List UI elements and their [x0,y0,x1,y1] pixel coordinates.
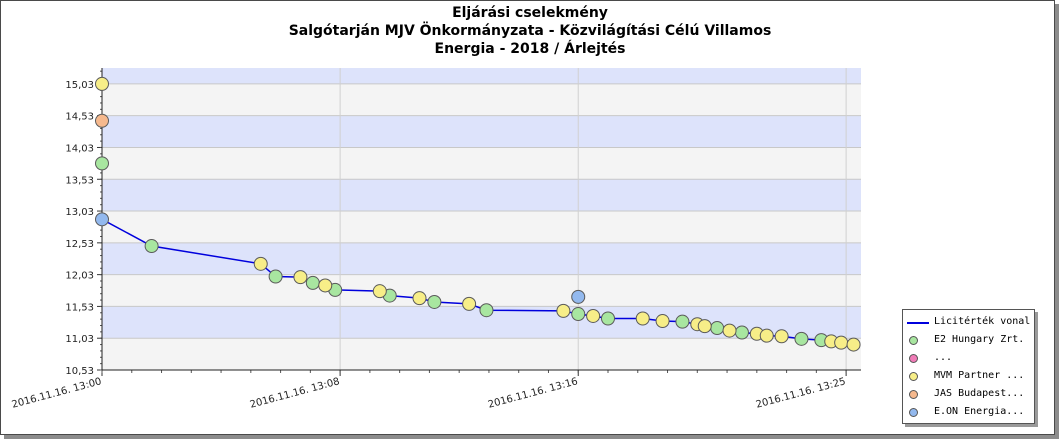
legend-label: JAS Budapest... [934,388,1025,399]
data-point-series-2 [372,284,387,299]
plot-band [102,179,861,212]
chart-title-line-2: Salgótarján MJV Önkormányzata - Közvilág… [288,23,772,39]
plot-background-bands [102,68,861,370]
legend-marker [909,408,918,417]
data-point-series-0 [479,303,494,318]
y-tick-labels: 10,53 11,03 11,53 12,03 12,53 13,03 13,53 14,03… [65,80,94,377]
legend-label: ... [934,352,953,363]
y-tick-label: 14,03 [65,143,94,154]
data-point-series-2 [655,314,670,329]
bid-points [95,76,861,352]
chart-title-line-3: Energia - 2018 / Árlejtés [434,41,626,57]
legend-item-series-2: MVM Partner ... [903,369,1034,385]
data-point-series-0 [95,156,109,171]
y-tick-label: 10,53 [65,366,94,377]
data-point-series-0 [571,307,586,322]
legend-item-series-0: E2 Hungary Zrt. [903,333,1034,349]
data-point-series-0 [710,321,725,336]
chart-legend: Licitérték vonal E2 Hungary Zrt. ... MVM… [902,309,1035,424]
data-point-series-2 [697,319,712,334]
data-point-series-2 [834,335,849,350]
plot-band [102,83,861,116]
legend-marker [909,372,918,381]
data-point-series-0 [734,325,749,340]
y-tick-label: 14,53 [65,112,94,123]
y-tick-label: 13,53 [65,175,94,186]
legend-item-line: Licitérték vonal [903,315,1034,331]
plot-band [102,147,861,180]
data-point-series-0 [144,239,159,254]
legend-label: MVM Partner ... [934,370,1025,381]
data-point-series-4 [95,212,109,227]
data-point-series-0 [268,269,283,284]
plot-band [102,338,861,370]
legend-marker [909,390,918,399]
y-tick-label: 11,53 [65,302,94,313]
data-point-series-2 [462,296,477,311]
data-point-series-0 [427,294,442,309]
data-point-series-2 [293,270,308,285]
data-point-series-2 [759,328,774,343]
legend-marker [909,336,918,345]
data-point-series-2 [586,308,601,323]
legend-label: E.ON Energia... [934,406,1025,417]
legend-label: E2 Hungary Zrt. [934,334,1025,345]
x-tick-labels: 2016.11.16. 13:00 2016.11.16. 13:08 2016.1… [11,376,847,411]
data-point-series-2 [774,329,789,344]
x-tick-label: 2016.11.16. 13:25 [755,376,847,411]
data-point-series-2 [722,323,737,338]
data-point-series-2 [318,278,333,293]
plot-band [102,274,861,307]
x-tick-label: 2016.11.16. 13:00 [11,376,103,411]
plot-band [102,242,861,275]
y-tick-label: 15,03 [65,80,94,91]
y-tick-label: 13,03 [65,207,94,218]
plot-band [102,68,861,84]
x-tick-label: 2016.11.16. 13:16 [487,376,579,411]
legend-item-series-4: E.ON Energia... [903,405,1034,421]
data-point-series-2 [846,337,861,352]
legend-item-series-3: JAS Budapest... [903,387,1034,403]
legend-item-series-1: ... [903,351,1034,367]
y-tick-label: 11,03 [65,334,94,345]
plot-band [102,115,861,148]
chart-title-line-1: Eljárási cselekmény [452,5,608,21]
legend-line-symbol [907,322,929,324]
legend-label: Licitérték vonal [934,316,1031,327]
data-point-series-2 [253,256,268,271]
plot-band [102,211,861,243]
legend-marker [909,354,918,363]
data-point-series-4 [571,289,586,304]
data-point-series-0 [601,311,615,326]
data-point-series-2 [635,311,650,326]
data-point-series-0 [675,314,690,329]
y-tick-label: 12,03 [65,271,94,282]
x-tick-label: 2016.11.16. 13:08 [249,376,341,411]
data-point-series-2 [556,303,571,318]
chart-title: Eljárási cselekmény Salgótarján MJV Önko… [0,4,1060,58]
data-point-series-2 [412,291,427,306]
data-point-series-3 [95,113,109,128]
y-tick-label: 12,53 [65,239,94,250]
data-point-series-0 [794,331,809,346]
data-point-series-2 [95,76,109,91]
data-point-series-0 [305,275,320,290]
